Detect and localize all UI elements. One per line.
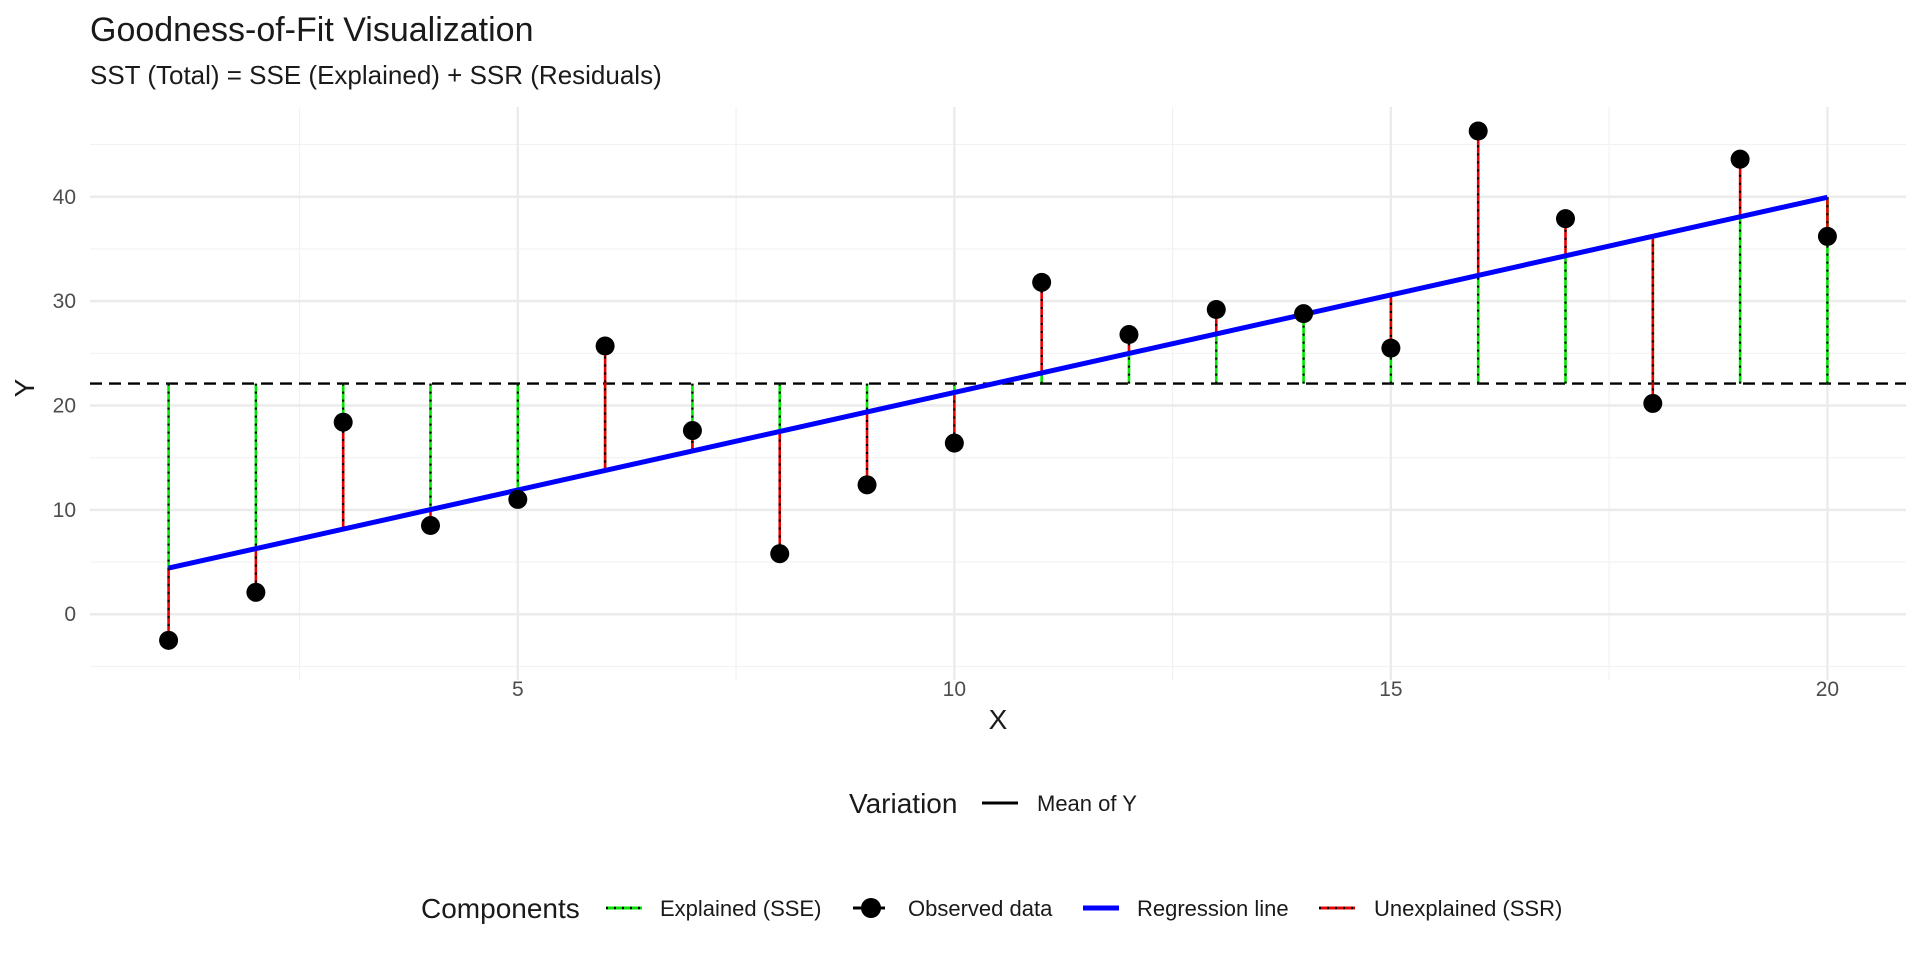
legend-label-mean: Mean of Y	[1037, 791, 1137, 816]
x-tick-label: 5	[512, 678, 524, 701]
x-axis-title: X	[989, 704, 1008, 735]
regression-layer	[168, 194, 1828, 571]
data-point	[246, 582, 266, 602]
chart-title: Goodness-of-Fit Visualization	[90, 11, 533, 49]
legend-variation: Variation Mean of Y	[849, 788, 1137, 819]
legend-key-observed-point	[861, 898, 881, 918]
x-tick-label: 10	[943, 678, 966, 701]
data-point	[1032, 272, 1052, 292]
legend-label-explained: Explained (SSE)	[660, 896, 821, 921]
observed-points	[159, 121, 1837, 650]
legend-label-regression: Regression line	[1137, 896, 1289, 921]
plot-area	[90, 107, 1906, 680]
data-point	[421, 516, 440, 536]
legend-label-observed: Observed data	[908, 896, 1053, 921]
data-point	[1468, 121, 1488, 141]
regression-line	[168, 194, 1828, 571]
x-tick-label: 20	[1816, 678, 1839, 701]
y-tick-label: 30	[53, 290, 76, 313]
data-point	[1206, 299, 1226, 319]
data-point	[770, 544, 790, 564]
data-point	[1817, 226, 1837, 246]
y-tick-label: 40	[53, 186, 76, 209]
y-tick-label: 10	[53, 499, 76, 522]
x-tick-label: 15	[1379, 678, 1402, 701]
legend-label-unexplained: Unexplained (SSR)	[1374, 896, 1562, 921]
x-tick-labels: 5 10 15 20	[512, 678, 1839, 701]
data-point	[944, 433, 964, 453]
y-tick-label: 20	[53, 395, 76, 418]
legend-components: Components Explained (SSE) Observed data…	[421, 893, 1562, 924]
chart-subtitle: SST (Total) = SSE (Explained) + SSR (Res…	[90, 60, 662, 90]
data-point	[1294, 304, 1314, 324]
unexplained-segments	[167, 131, 1829, 641]
data-point	[1556, 209, 1575, 229]
data-point	[857, 475, 877, 495]
data-point	[159, 630, 179, 650]
y-axis-title: Y	[9, 378, 40, 397]
explained-segments	[167, 197, 1829, 569]
legend-variation-title: Variation	[849, 788, 957, 819]
data-point	[1643, 393, 1663, 413]
data-point	[333, 412, 353, 432]
data-point	[1119, 325, 1139, 345]
data-point	[1730, 149, 1750, 169]
y-tick-labels: 0 10 20 30 40	[53, 186, 76, 626]
y-tick-label: 0	[64, 603, 76, 626]
data-point	[682, 421, 702, 441]
legend-components-title: Components	[421, 893, 580, 924]
data-point	[1381, 338, 1401, 358]
data-point	[508, 489, 528, 509]
grid	[90, 107, 1906, 680]
data-point	[595, 336, 615, 356]
